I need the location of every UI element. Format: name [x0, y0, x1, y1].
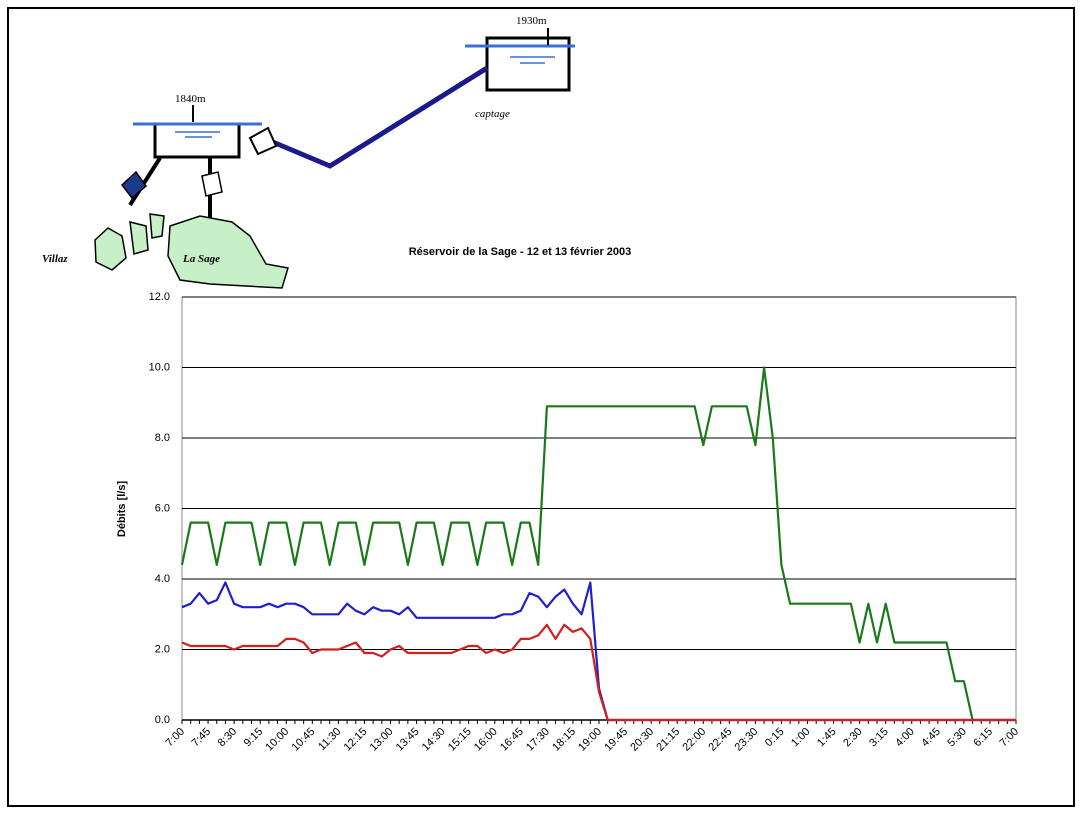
pipe — [128, 156, 162, 207]
series-line — [180, 366, 1016, 722]
valve — [120, 170, 148, 200]
y-tick-label: 10.0 — [149, 361, 170, 373]
place-label: Villaz — [42, 253, 68, 265]
valve — [201, 171, 223, 197]
y-tick-label: 2.0 — [155, 643, 170, 655]
diagram: 1930m 1840m captage Villaz La Sage — [42, 15, 575, 289]
altitude-label: 1840m — [175, 93, 206, 105]
land — [94, 213, 289, 289]
place-label: captage — [475, 108, 510, 120]
y-tick-label: 12.0 — [149, 291, 170, 303]
altitude-label: 1930m — [516, 15, 547, 27]
place-label: La Sage — [182, 253, 220, 265]
reservoir-captage — [485, 36, 571, 92]
y-tick-label: 0.0 — [155, 714, 170, 726]
y-tick-label: 8.0 — [155, 432, 170, 444]
y-tick-label: 6.0 — [155, 502, 170, 514]
valve — [248, 126, 278, 156]
y-tick-label: 4.0 — [155, 573, 170, 585]
pipe — [267, 65, 489, 169]
series-line — [181, 623, 1016, 722]
frame — [7, 7, 1075, 807]
y-axis-label: Débits [l/s] — [116, 481, 128, 538]
chart-title: Réservoir de la Sage - 12 et 13 février … — [409, 246, 632, 258]
